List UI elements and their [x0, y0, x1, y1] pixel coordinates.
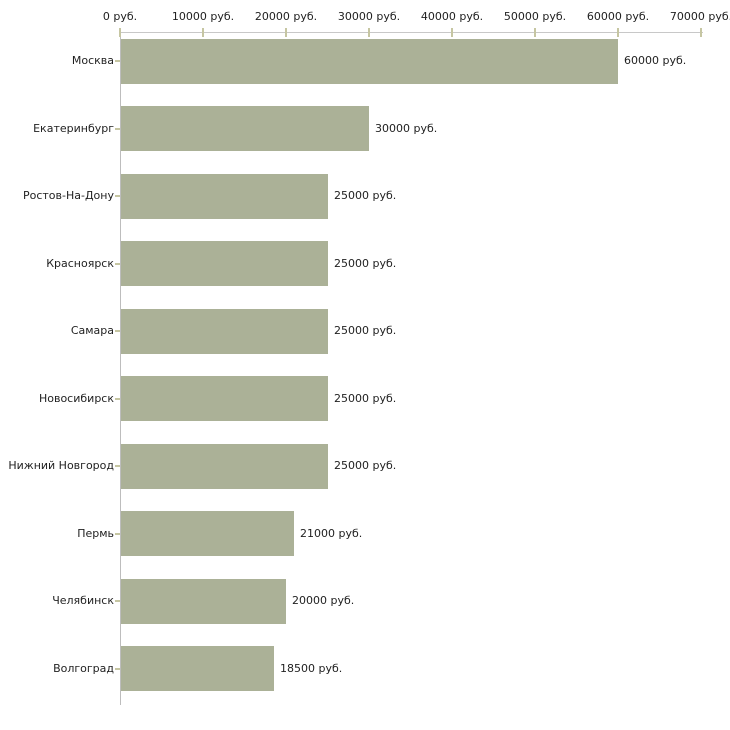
x-tick-label: 70000 руб.: [669, 10, 730, 23]
category-label: Пермь: [77, 527, 114, 540]
x-tick-mark: [451, 28, 453, 37]
x-tick-label: 0 руб.: [102, 10, 138, 23]
y-tick-mark: [115, 195, 120, 197]
x-tick-mark: [285, 28, 287, 37]
bar: [121, 309, 328, 354]
x-tick-mark: [617, 28, 619, 37]
category-label: Москва: [71, 54, 114, 67]
category-label: Красноярск: [46, 257, 114, 270]
bar: [121, 376, 328, 421]
category-label: Волгоград: [53, 662, 114, 675]
x-tick-mark: [368, 28, 370, 37]
x-tick-mark: [119, 28, 121, 37]
value-label: 18500 руб.: [280, 662, 343, 675]
value-label: 20000 руб.: [292, 594, 355, 607]
x-tick-mark: [534, 28, 536, 37]
x-tick-label: 50000 руб.: [503, 10, 567, 23]
y-tick-mark: [115, 398, 120, 400]
bar: [121, 174, 328, 219]
bar: [121, 579, 286, 624]
bar: [121, 444, 328, 489]
x-tick-label: 20000 руб.: [254, 10, 318, 23]
category-label: Нижний Новгород: [8, 459, 114, 472]
y-tick-mark: [115, 330, 120, 332]
bar: [121, 106, 369, 151]
x-tick-label: 60000 руб.: [586, 10, 650, 23]
y-axis-line: [120, 32, 121, 705]
value-label: 21000 руб.: [300, 527, 363, 540]
value-label: 30000 руб.: [375, 122, 438, 135]
x-tick-mark: [202, 28, 204, 37]
value-label: 25000 руб.: [334, 257, 397, 270]
value-label: 25000 руб.: [334, 392, 397, 405]
bar: [121, 646, 274, 691]
y-tick-mark: [115, 60, 120, 62]
x-axis-line: [120, 32, 703, 33]
y-tick-mark: [115, 600, 120, 602]
category-label: Ростов-На-Дону: [22, 189, 114, 202]
category-label: Самара: [70, 324, 114, 337]
category-label: Новосибирск: [38, 392, 114, 405]
value-label: 25000 руб.: [334, 324, 397, 337]
y-tick-mark: [115, 533, 120, 535]
y-tick-mark: [115, 465, 120, 467]
y-tick-mark: [115, 263, 120, 265]
x-tick-label: 30000 руб.: [337, 10, 401, 23]
value-label: 25000 руб.: [334, 459, 397, 472]
bar: [121, 241, 328, 286]
y-tick-mark: [115, 668, 120, 670]
y-tick-mark: [115, 128, 120, 130]
x-tick-label: 40000 руб.: [420, 10, 484, 23]
value-label: 60000 руб.: [624, 54, 687, 67]
bar: [121, 39, 618, 84]
bar: [121, 511, 294, 556]
value-label: 25000 руб.: [334, 189, 397, 202]
x-tick-label: 10000 руб.: [171, 10, 235, 23]
category-label: Челябинск: [52, 594, 114, 607]
category-label: Екатеринбург: [33, 122, 114, 135]
x-tick-mark: [700, 28, 702, 37]
